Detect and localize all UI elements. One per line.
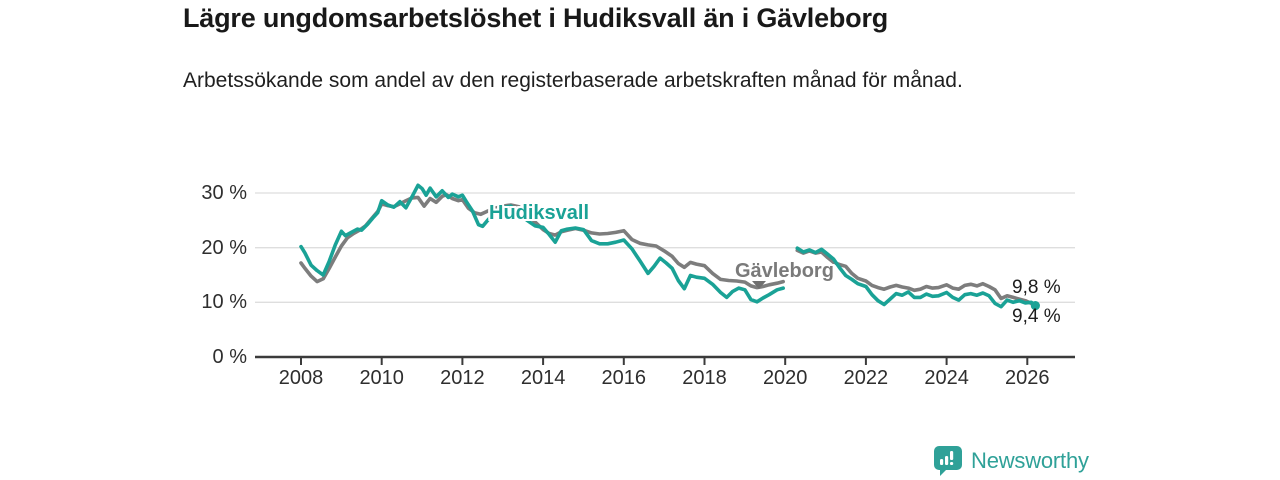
series-label-hudiksvall: Hudiksvall <box>489 202 590 224</box>
x-axis-label: 2022 <box>843 367 889 389</box>
newsworthy-logo-icon <box>934 446 962 476</box>
series-line-hudiksvall <box>795 246 1038 309</box>
end-value-gavleborg: 9,8 % <box>1012 277 1061 298</box>
chart-subtitle: Arbetssökande som andel av den registerb… <box>183 69 963 92</box>
x-axis-label: 2012 <box>440 367 485 389</box>
page-title: Lägre ungdomsarbetslöshet i Hudiksvall ä… <box>183 3 889 33</box>
x-axis-label: 2014 <box>520 367 566 389</box>
x-axis-label: 2008 <box>278 367 324 389</box>
y-axis-label: 0 % <box>212 346 247 368</box>
newsworthy-logo-text: Newsworthy <box>971 447 1089 473</box>
y-axis-label: 30 % <box>201 181 247 204</box>
y-axis-label: 10 % <box>201 291 247 314</box>
end-value-hudiksvall: 9,4 % <box>1012 306 1061 327</box>
newsworthy-logo[interactable]: Newsworthy <box>933 445 1089 476</box>
x-axis-label: 2018 <box>682 367 727 389</box>
x-axis-label: 2020 <box>762 367 808 389</box>
x-axis-label: 2010 <box>359 367 404 389</box>
series-end-dot-hudiksvall <box>1030 301 1040 311</box>
gavleborg-label-pointer-icon <box>752 281 766 289</box>
y-axis-label: 20 % <box>201 236 247 259</box>
x-axis-label: 2026 <box>1005 367 1050 389</box>
x-axis-label: 2016 <box>601 367 647 389</box>
x-axis-label: 2024 <box>924 367 969 389</box>
series-label-gavleborg: Gävleborg <box>735 260 834 282</box>
series-line-hudiksvall <box>299 183 786 304</box>
